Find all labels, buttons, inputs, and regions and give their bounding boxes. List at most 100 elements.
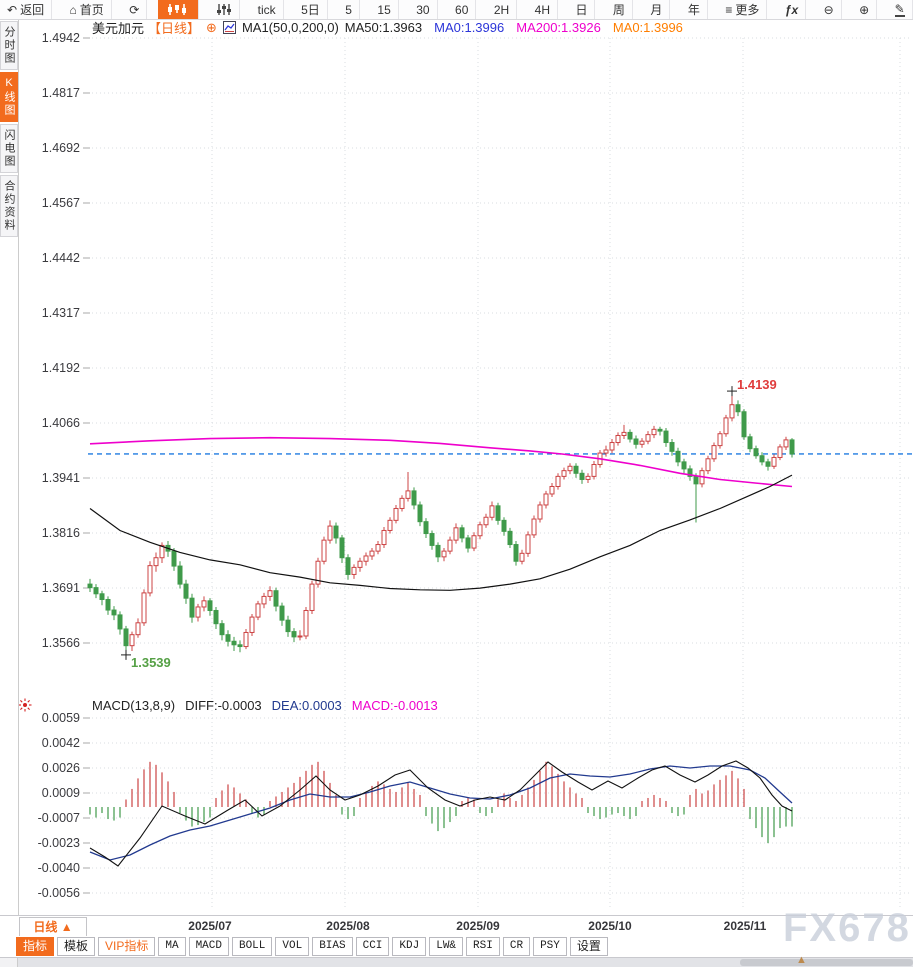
price-tick-label: 1.4192 bbox=[41, 361, 80, 375]
scrollbar-thumb[interactable] bbox=[740, 959, 913, 966]
period-30m-button[interactable]: 30 bbox=[409, 0, 438, 19]
period-15m-label: 15 bbox=[377, 2, 391, 17]
chart-thumbnail-icon[interactable] bbox=[222, 21, 236, 34]
period-month-button[interactable]: 月 bbox=[643, 0, 671, 19]
left-sidebar: 分时图 K线图闪电图合约资料 bbox=[0, 19, 19, 958]
draw-button[interactable]: ✎ bbox=[888, 0, 913, 19]
macd-tick-label: 0.0042 bbox=[41, 736, 80, 750]
fx-icon: ƒx bbox=[784, 2, 799, 17]
bottom-scrollbar[interactable]: ▲ bbox=[0, 954, 913, 967]
price-tick-label: 1.4317 bbox=[41, 306, 80, 320]
tab-template[interactable]: 模板 bbox=[57, 937, 96, 956]
chart-header: 美元加元 【日线】 ⊕ MA1(50,0,200,0) MA50:1.3963 M… bbox=[92, 19, 683, 37]
add-indicator-icon[interactable]: ⊕ bbox=[206, 19, 217, 35]
tab-bias[interactable]: BIAS bbox=[312, 937, 353, 956]
date-label: 2025/11 bbox=[723, 919, 767, 933]
macd-tick-label: 0.0009 bbox=[41, 786, 80, 800]
tab-macd[interactable]: MACD bbox=[188, 937, 229, 956]
tab-psy[interactable]: PSY bbox=[533, 937, 567, 956]
back-label: 返回 bbox=[20, 3, 45, 17]
top-toolbar: ↶ 返回 ⌂ 首页 ⟳ tick 5日 5 15 30 60 2H 4H 日 周 月 年 ≡ 更多 ƒx ⊖ ⊕ ✎ bbox=[0, 0, 913, 20]
date-label: 2025/09 bbox=[456, 919, 500, 933]
period-5d-label: 5日 bbox=[301, 3, 320, 17]
pencil-icon: ✎ bbox=[894, 1, 905, 17]
zoom-in-button[interactable]: ⊕ bbox=[852, 0, 878, 19]
tab-cci[interactable]: CCI bbox=[355, 937, 390, 956]
zoom-out-icon: ⊖ bbox=[823, 2, 834, 17]
ma-value-1: MA0:1.3996 bbox=[434, 20, 505, 35]
ma-value-0: MA50:1.3963 bbox=[344, 20, 423, 35]
sidebar-item-contract-info[interactable]: 合约资料 bbox=[0, 175, 18, 237]
date-axis-row: 日线 ▲ 2025/07 2025/08 2025/09 2025/10 2025/11 bbox=[0, 915, 913, 937]
home-button[interactable]: ⌂ 首页 bbox=[63, 0, 112, 19]
price-tick-label: 1.4817 bbox=[41, 86, 80, 100]
tab-settings[interactable]: 设置 bbox=[569, 937, 608, 956]
macd-tick-label: -0.0056 bbox=[37, 886, 80, 900]
price-tick-label: 1.4442 bbox=[41, 251, 80, 265]
period-5m-button[interactable]: 5 bbox=[338, 0, 360, 19]
tab-cr[interactable]: CR bbox=[502, 937, 531, 956]
sidebar-item-time-chart[interactable]: 分时图 bbox=[0, 21, 18, 70]
macd-settings-icon[interactable] bbox=[18, 698, 32, 717]
ma-value-3: MA0:1.3996 bbox=[612, 20, 683, 35]
tab-boll[interactable]: BOLL bbox=[231, 937, 273, 956]
home-label: 首页 bbox=[79, 3, 104, 17]
refresh-button[interactable]: ⟳ bbox=[122, 0, 148, 19]
period-tick-button[interactable]: tick bbox=[251, 0, 284, 19]
chart-type-candlestick-button[interactable] bbox=[157, 0, 199, 19]
tab-lw[interactable]: LW& bbox=[429, 937, 464, 956]
home-icon: ⌂ bbox=[69, 2, 77, 17]
period-15m-button[interactable]: 15 bbox=[370, 0, 399, 19]
zoom-out-button[interactable]: ⊖ bbox=[817, 0, 842, 19]
indicator-tab-bar: 指标 模板 VIP指标 MA MACD BOLL VOL BIAS CCI KDJ LW& RSI CR… bbox=[0, 936, 913, 958]
tab-kdj[interactable]: KDJ bbox=[392, 937, 427, 956]
more-button[interactable]: ≡ 更多 bbox=[718, 0, 768, 19]
low-price-annotation: 1.3539 bbox=[131, 655, 171, 670]
period-week-button[interactable]: 周 bbox=[606, 0, 633, 19]
period-4h-button[interactable]: 4H bbox=[528, 0, 558, 19]
price-tick-label: 1.4942 bbox=[41, 31, 80, 45]
macd-header-part-3: MACD:-0.0013 bbox=[351, 697, 438, 713]
tab-ma[interactable]: MA bbox=[158, 937, 186, 956]
macd-tick-label: 0.0059 bbox=[41, 711, 80, 725]
period-year-button[interactable]: 年 bbox=[681, 0, 708, 19]
price-tick-label: 1.4692 bbox=[41, 141, 80, 155]
macd-header-part-2: DEA:0.0003 bbox=[271, 697, 342, 713]
scrollbar-corner bbox=[0, 958, 18, 967]
price-tick-label: 1.4066 bbox=[41, 416, 80, 430]
high-price-annotation: 1.4139 bbox=[737, 377, 777, 392]
back-button[interactable]: ↶ 返回 bbox=[0, 0, 53, 19]
fx-indicator-button[interactable]: ƒx bbox=[778, 0, 807, 19]
period-2h-button[interactable]: 2H bbox=[487, 0, 518, 19]
period-4h-label: 4H bbox=[534, 2, 550, 17]
sidebar-item-kline-chart[interactable]: K线图 bbox=[0, 72, 18, 122]
macd-tick-label: -0.0007 bbox=[37, 811, 80, 825]
period-month-label: 月 bbox=[650, 3, 663, 17]
indicator-panel-button[interactable] bbox=[209, 0, 241, 19]
tab-vip-indicator[interactable]: VIP指标 bbox=[98, 937, 156, 956]
ma-settings: MA1(50,0,200,0) bbox=[241, 20, 339, 35]
sidebar-item-lightning-chart[interactable]: 闪电图 bbox=[0, 124, 18, 173]
period-5m-label: 5 bbox=[345, 2, 352, 17]
period-year-label: 年 bbox=[687, 3, 700, 17]
macd-header: MACD(13,8,9) DIFF:-0.0003 DEA:0.0003 MACD:-… bbox=[92, 697, 438, 713]
date-label: 2025/10 bbox=[588, 919, 632, 933]
ma-value-2: MA200:1.3926 bbox=[516, 20, 601, 35]
period-selector[interactable]: 日线 ▲ bbox=[19, 917, 87, 937]
candlestick-chart[interactable] bbox=[0, 0, 913, 915]
tab-vol[interactable]: VOL bbox=[275, 937, 310, 956]
period-week-label: 周 bbox=[612, 3, 625, 17]
period-60m-label: 60 bbox=[455, 2, 469, 17]
sliders-icon bbox=[217, 4, 232, 15]
expand-arrow-icon[interactable]: ▲ bbox=[796, 954, 807, 966]
symbol-name: 美元加元 bbox=[92, 21, 145, 36]
period-day-button[interactable]: 日 bbox=[568, 0, 596, 19]
period-2h-label: 2H bbox=[493, 2, 510, 17]
period-60m-button[interactable]: 60 bbox=[448, 0, 477, 19]
tab-rsi[interactable]: RSI bbox=[466, 937, 500, 956]
ma-values: MA50:1.3963 MA0:1.3996 MA200:1.3926 MA0:1.3… bbox=[345, 20, 683, 35]
period-30m-label: 30 bbox=[416, 2, 430, 17]
period-5d-button[interactable]: 5日 bbox=[294, 0, 328, 19]
tab-indicator[interactable]: 指标 bbox=[16, 937, 55, 956]
